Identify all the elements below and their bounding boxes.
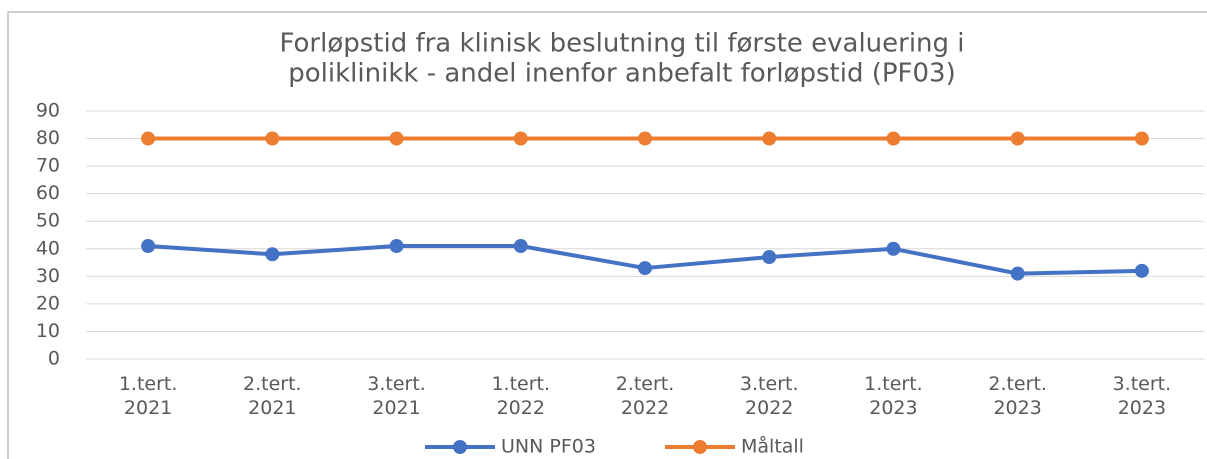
- data-point: [638, 261, 652, 276]
- data-point: [141, 131, 156, 146]
- y-tick-label: 60: [36, 182, 60, 204]
- x-tick-label: 3.tert. 2021: [367, 373, 426, 419]
- legend-marker: [453, 440, 467, 454]
- x-tick-label: 1.tert. 2022: [491, 373, 551, 419]
- data-point: [513, 239, 528, 254]
- x-tick-label: 3.tert. 2022: [739, 373, 799, 419]
- chart-title: Forløpstid fra klinisk beslutning til fø…: [279, 29, 964, 59]
- y-tick-label: 30: [36, 265, 60, 287]
- data-point: [1010, 131, 1025, 146]
- data-point: [513, 131, 528, 146]
- y-tick-label: 20: [36, 292, 60, 314]
- x-tick-label: 2.tert. 2023: [988, 373, 1047, 419]
- chart-title: poliklinikk - andel inenfor anbefalt for…: [288, 59, 955, 89]
- y-tick-label: 90: [36, 100, 60, 122]
- y-tick-label: 50: [36, 210, 60, 232]
- x-tick-label: 2.tert. 2022: [615, 373, 675, 419]
- data-point: [762, 250, 777, 265]
- data-point: [886, 241, 901, 256]
- y-tick-label: 70: [36, 155, 60, 177]
- x-tick-label: 1.tert. 2021: [118, 373, 178, 419]
- data-point: [265, 247, 280, 262]
- data-point: [141, 239, 156, 254]
- x-tick-label: 2.tert. 2021: [243, 373, 302, 419]
- data-point: [762, 131, 777, 146]
- legend-label: Måltall: [741, 435, 804, 458]
- data-point: [886, 131, 901, 146]
- x-tick-label: 3.tert. 2023: [1112, 373, 1172, 419]
- data-point: [389, 131, 404, 146]
- data-point: [265, 131, 280, 146]
- y-tick-label: 40: [36, 237, 60, 259]
- data-point: [1134, 131, 1149, 146]
- y-tick-label: 0: [48, 348, 60, 370]
- frame: [7, 11, 1207, 459]
- y-tick-label: 10: [36, 320, 60, 342]
- data-point: [1134, 263, 1149, 278]
- y-tick-label: 80: [36, 127, 60, 149]
- legend-label: UNN PF03: [501, 436, 596, 458]
- data-point: [1010, 266, 1025, 281]
- legend-marker: [693, 440, 707, 454]
- data-point: [638, 131, 652, 146]
- x-tick-label: 1.tert. 2023: [864, 373, 923, 419]
- data-point: [389, 239, 404, 254]
